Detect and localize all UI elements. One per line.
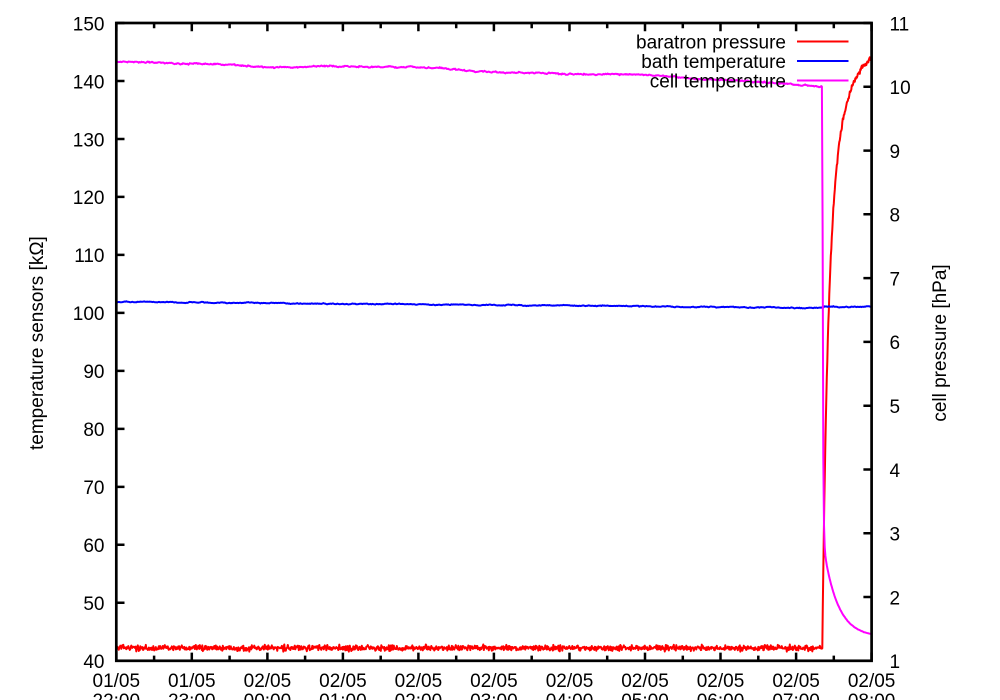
svg-text:01/05: 01/05 [93,671,141,692]
svg-text:9: 9 [890,142,901,163]
svg-text:100: 100 [73,304,105,325]
svg-text:4: 4 [890,461,901,482]
svg-text:90: 90 [83,362,104,383]
svg-text:01:00: 01:00 [319,691,367,700]
svg-text:02/05: 02/05 [621,671,669,692]
svg-text:11: 11 [890,14,910,35]
svg-text:6: 6 [890,333,901,354]
svg-text:1: 1 [890,652,901,673]
svg-text:60: 60 [83,536,104,557]
svg-text:8: 8 [890,206,901,227]
svg-text:bath temperature: bath temperature [641,52,786,73]
svg-text:temperature sensors [kΩ]: temperature sensors [kΩ] [27,236,48,450]
svg-text:50: 50 [83,594,104,615]
svg-text:2: 2 [890,588,901,609]
svg-text:01/05: 01/05 [168,671,216,692]
svg-text:140: 140 [73,72,105,93]
svg-text:150: 150 [73,14,105,35]
svg-text:08:00: 08:00 [848,691,896,700]
svg-text:7: 7 [890,269,901,290]
svg-text:5: 5 [890,397,901,418]
svg-text:cell temperature: cell temperature [650,71,786,92]
svg-text:02/05: 02/05 [244,671,292,692]
svg-text:130: 130 [73,130,105,151]
svg-text:02:00: 02:00 [395,691,443,700]
svg-text:02/05: 02/05 [546,671,594,692]
svg-text:02/05: 02/05 [395,671,443,692]
svg-text:cell pressure [hPa]: cell pressure [hPa] [930,264,951,421]
svg-text:04:00: 04:00 [546,691,594,700]
svg-text:70: 70 [83,478,104,499]
svg-text:80: 80 [83,420,104,441]
svg-text:120: 120 [73,188,105,209]
svg-text:23:00: 23:00 [168,691,216,700]
svg-text:00:00: 00:00 [244,691,292,700]
svg-text:03:00: 03:00 [470,691,518,700]
svg-text:02/05: 02/05 [697,671,745,692]
svg-text:40: 40 [83,652,104,673]
svg-text:02/05: 02/05 [772,671,820,692]
svg-text:06:00: 06:00 [697,691,745,700]
svg-text:baratron pressure: baratron pressure [636,32,786,53]
svg-text:02/05: 02/05 [470,671,518,692]
svg-text:02/05: 02/05 [319,671,367,692]
svg-text:3: 3 [890,525,901,546]
svg-text:02/05: 02/05 [848,671,896,692]
svg-text:05:00: 05:00 [621,691,669,700]
svg-text:110: 110 [74,246,104,267]
svg-text:07:00: 07:00 [772,691,820,700]
svg-text:10: 10 [890,78,911,99]
svg-text:22:00: 22:00 [93,691,141,700]
